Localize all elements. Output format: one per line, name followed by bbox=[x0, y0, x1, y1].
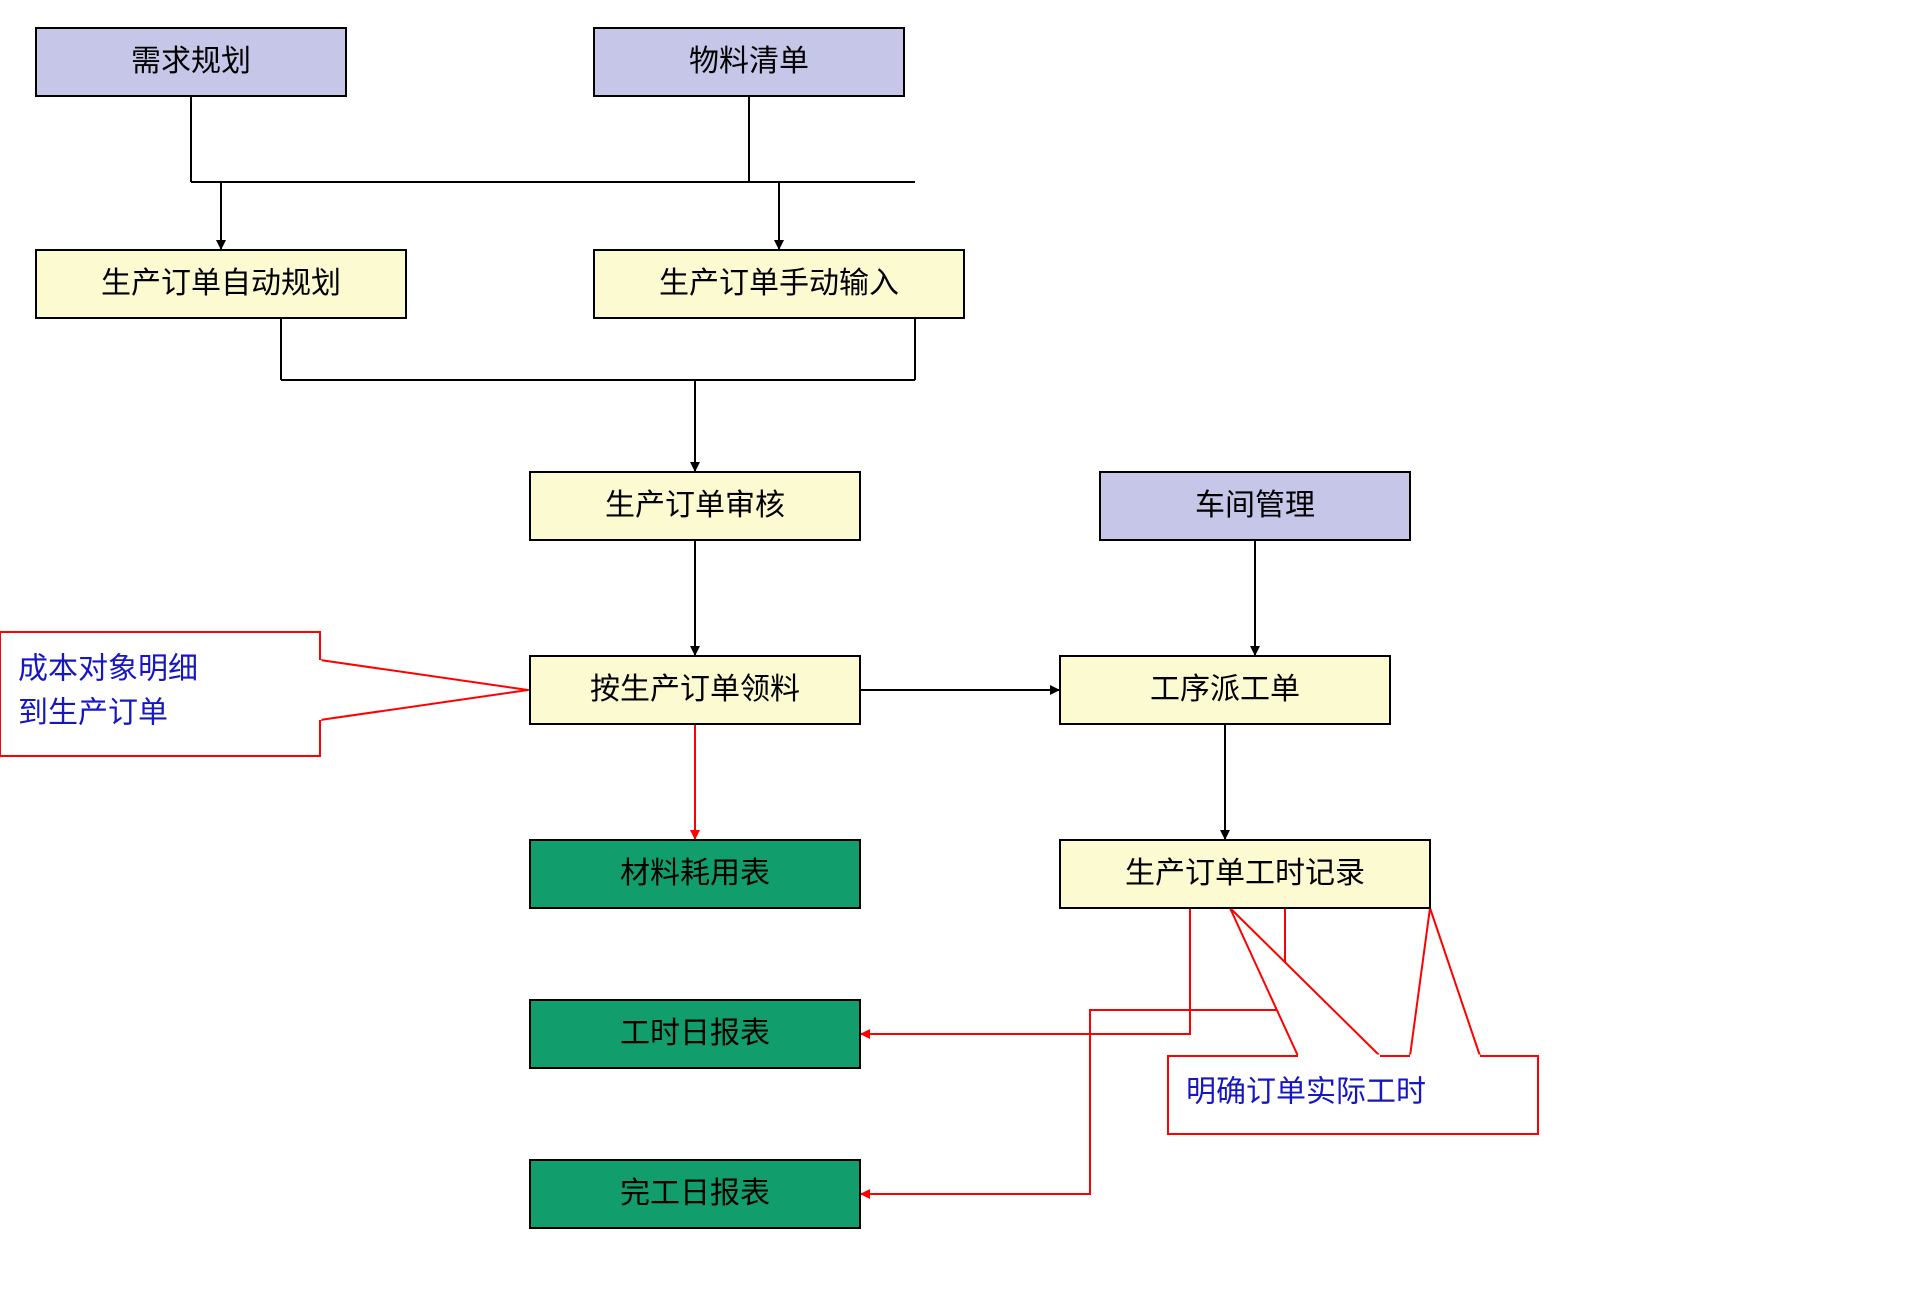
node-label: 物料清单 bbox=[689, 45, 809, 78]
node-label: 生产订单工时记录 bbox=[1125, 857, 1365, 890]
callout-c2: 明确订单实际工时 bbox=[1168, 908, 1538, 1134]
node-label: 完工日报表 bbox=[620, 1177, 770, 1210]
node-n12: 完工日报表 bbox=[530, 1160, 860, 1228]
callout-c1: 成本对象明细到生产订单 bbox=[0, 632, 528, 756]
node-n4: 生产订单手动输入 bbox=[594, 250, 964, 318]
node-label: 材料耗用表 bbox=[620, 857, 770, 890]
node-label: 车间管理 bbox=[1195, 489, 1315, 522]
node-n1: 需求规划 bbox=[36, 28, 346, 96]
node-label: 生产订单审核 bbox=[605, 489, 785, 522]
edge-e16 bbox=[860, 908, 1285, 1194]
node-n10: 生产订单工时记录 bbox=[1060, 840, 1430, 908]
callout-text: 到生产订单 bbox=[18, 697, 168, 730]
node-n6: 车间管理 bbox=[1100, 472, 1410, 540]
node-n3: 生产订单自动规划 bbox=[36, 250, 406, 318]
flowchart-canvas: 成本对象明细到生产订单明确订单实际工时 需求规划 物料清单生产订单自动规划 生产订单手… bbox=[0, 0, 1908, 1296]
node-n11: 工时日报表 bbox=[530, 1000, 860, 1068]
node-label: 生产订单自动规划 bbox=[101, 267, 341, 300]
nodes-group: 需求规划 物料清单生产订单自动规划 生产订单手动输入生产订单审核 车间管理按生产订单领… bbox=[36, 28, 1430, 1228]
node-n7: 按生产订单领料 bbox=[530, 656, 860, 724]
node-label: 按生产订单领料 bbox=[590, 673, 800, 706]
node-n9: 材料耗用表 bbox=[530, 840, 860, 908]
node-label: 工序派工单 bbox=[1150, 673, 1300, 706]
callout-text: 明确订单实际工时 bbox=[1186, 1076, 1426, 1109]
node-label: 需求规划 bbox=[131, 45, 251, 78]
node-n8: 工序派工单 bbox=[1060, 656, 1390, 724]
callout-text: 成本对象明细 bbox=[18, 653, 198, 686]
node-label: 生产订单手动输入 bbox=[659, 267, 899, 300]
node-n5: 生产订单审核 bbox=[530, 472, 860, 540]
edge-e15 bbox=[860, 908, 1190, 1034]
node-n2: 物料清单 bbox=[594, 28, 904, 96]
node-label: 工时日报表 bbox=[620, 1017, 770, 1050]
